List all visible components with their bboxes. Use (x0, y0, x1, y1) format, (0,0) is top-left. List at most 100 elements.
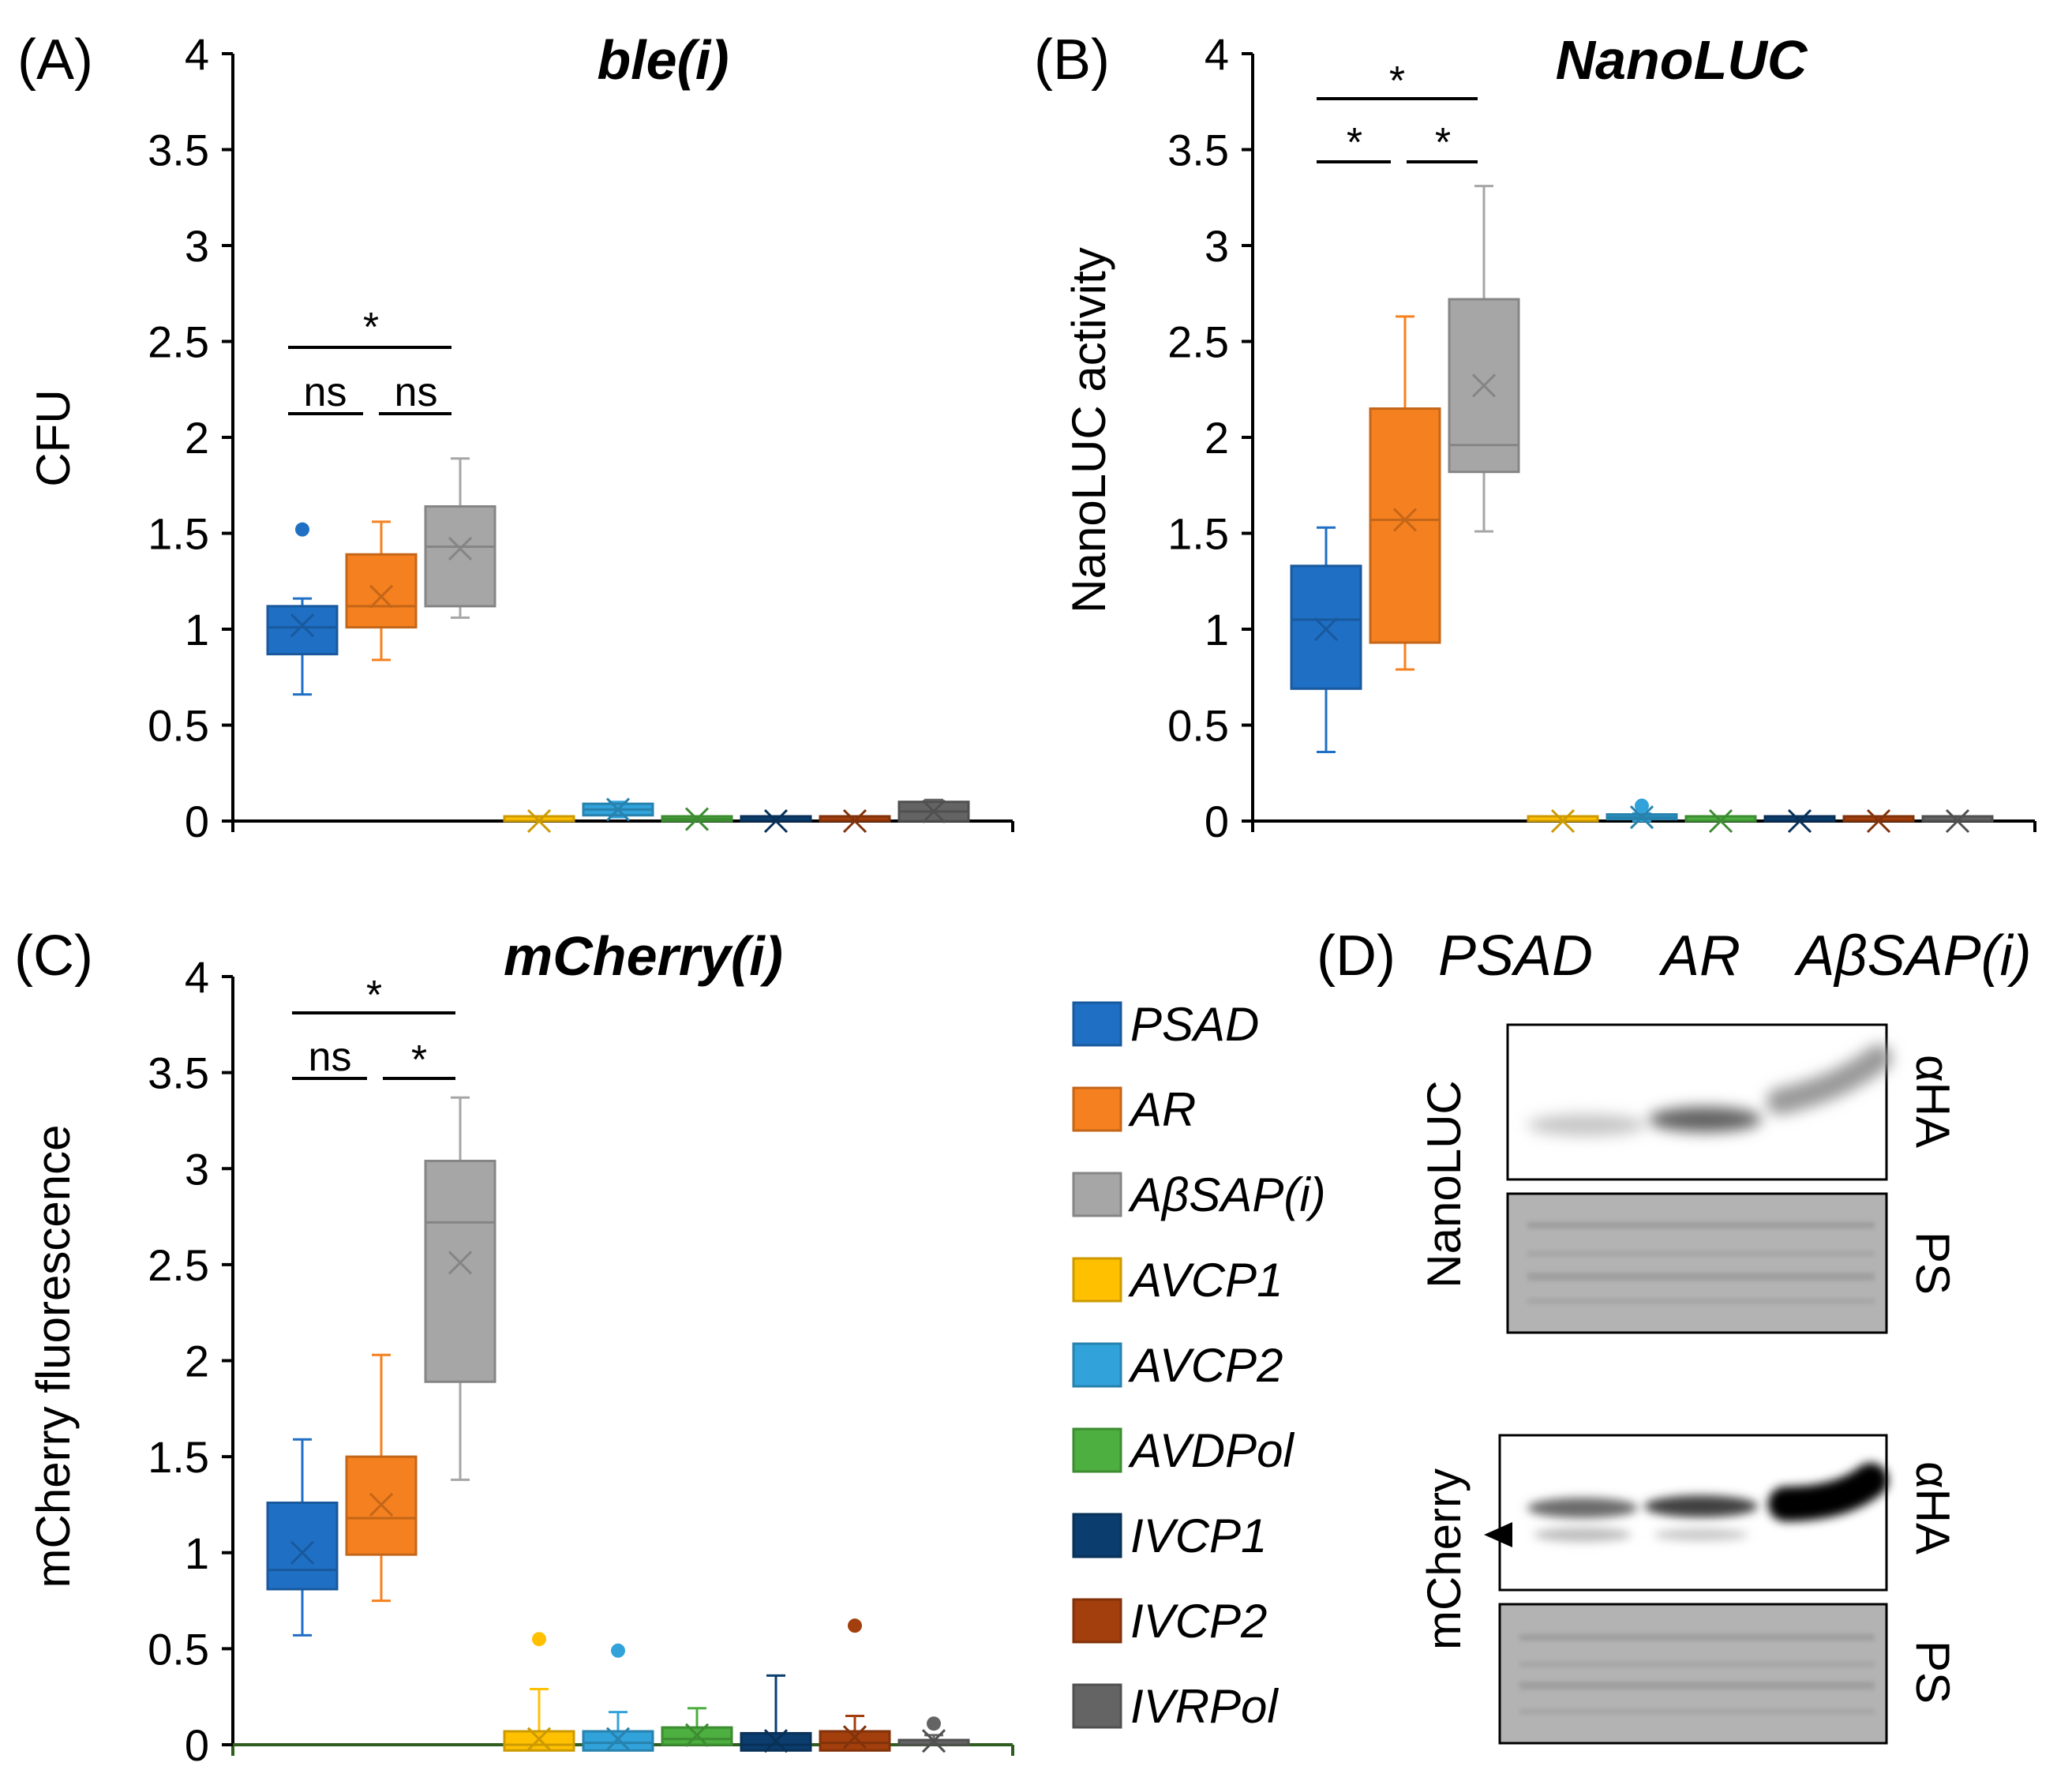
blot-band (1527, 1299, 1875, 1303)
panel-a-chart: (A) ble(i) CFU 0 0.5 1 1.5 2 2.5 3 3.5 4 * ns ns (17, 28, 1014, 846)
panel-c-title: mCherry(i) (504, 925, 783, 987)
panel-c-label: (C) (14, 924, 93, 988)
box-iqr (345, 553, 418, 629)
panel-c-significance-label: * (366, 973, 382, 1018)
legend-label: IVCP1 (1130, 1509, 1267, 1562)
legend-swatch (1072, 1598, 1122, 1644)
box-outlier (927, 1716, 941, 1731)
panel-b-box-7 (1842, 808, 1915, 834)
legend-label: IVRPol (1130, 1680, 1279, 1733)
panel-c-y-tick-label: 3 (185, 1144, 209, 1194)
panel-a-y-axis-label: CFU (27, 389, 80, 486)
box-mean-marker (1550, 808, 1576, 834)
panel-c-box-2 (424, 1096, 496, 1481)
panel-b-box-8 (1921, 808, 1994, 834)
legend-label: AVDPol (1128, 1424, 1295, 1477)
box-outlier (848, 1618, 862, 1633)
panel-a-y-tick-label: 1 (185, 605, 209, 654)
legend-swatch (1072, 1513, 1122, 1558)
panel-c-y-tick-label: 3.5 (148, 1048, 209, 1098)
panel-c-y-tick-label: 1 (185, 1528, 209, 1578)
panel-a-box-0 (266, 522, 339, 696)
box-mean-marker (1471, 373, 1497, 398)
box-mean-marker (1392, 508, 1418, 532)
panel-d-label: (D) (1317, 924, 1396, 988)
panel-a-significance-label: * (363, 305, 379, 351)
blot-mcherry-antibody-label: αHA (1906, 1461, 1959, 1554)
blot-arrowhead-icon (1484, 1522, 1512, 1547)
panel-c-y-tick-label: 0.5 (148, 1624, 209, 1674)
box-mean-marker (921, 1729, 946, 1753)
panel-b-box-5 (1684, 808, 1757, 834)
blot-mcherry-stain-label: PS (1906, 1641, 1959, 1704)
blot-row-label-mcherry: mCherry (1418, 1468, 1471, 1650)
box-mean-marker (684, 807, 710, 831)
panel-b-box-6 (1763, 808, 1836, 834)
panel-b-y-tick-label: 3.5 (1167, 126, 1229, 175)
legend-swatch (1072, 1172, 1122, 1217)
panel-b-y-tick-label: 3 (1205, 221, 1229, 271)
panel-b-significance-label: * (1347, 120, 1362, 166)
blot-mcherry-ponceau-bands (1519, 1634, 1875, 1714)
blot-band (1654, 1528, 1748, 1541)
blot-row-label-nanoluc: NanoLUC (1418, 1080, 1471, 1288)
box-mean-marker (921, 799, 946, 823)
panel-a-y-tick-label: 3.5 (148, 126, 209, 175)
panel-c-y-tick-label: 2.5 (148, 1240, 209, 1290)
box-mean-marker (842, 1725, 867, 1749)
blot-band (1519, 1709, 1875, 1714)
panel-a-title: ble(i) (597, 29, 729, 91)
panel-a-box-6 (740, 808, 812, 834)
box-iqr (345, 1455, 418, 1556)
panel-c-box-1 (345, 1353, 418, 1603)
panel-a-box-2 (424, 457, 496, 619)
panel-c-y-tick-label: 1.5 (148, 1432, 209, 1482)
box-mean-marker (1787, 808, 1812, 834)
panel-b-significance-label: * (1389, 58, 1405, 104)
panel-a-significance-label: ns (395, 369, 438, 415)
panel-a-box-1 (345, 520, 418, 662)
box-mean-marker (684, 1723, 710, 1747)
legend-label: AVCP2 (1128, 1339, 1283, 1392)
box-iqr (266, 605, 339, 656)
panel-c-significance-label: * (411, 1037, 427, 1083)
blot-mcherry-ponceau (1498, 1603, 1888, 1745)
panel-b-y-tick-label: 2 (1205, 413, 1229, 463)
box-iqr (424, 504, 496, 608)
panel-b-box-0 (1290, 526, 1362, 754)
box-mean-marker (290, 613, 315, 638)
box-mean-marker (448, 1251, 473, 1275)
panel-a-box-4 (582, 797, 654, 822)
panel-a-box-8 (897, 798, 970, 823)
panel-b-y-tick-label: 1.5 (1167, 509, 1229, 559)
panel-b-box-2 (1448, 185, 1520, 533)
box-mean-marker (1708, 808, 1733, 834)
box-iqr (1290, 564, 1362, 690)
box-outlier (295, 522, 309, 537)
legend-label: AR (1128, 1083, 1196, 1136)
box-outlier (1635, 798, 1649, 813)
box-iqr (503, 1730, 575, 1752)
panel-b-y-tick-label: 0.5 (1167, 701, 1229, 751)
panel-a-label: (A) (17, 28, 93, 92)
panel-c-significance-label: ns (309, 1034, 352, 1080)
box-mean-marker (526, 808, 552, 834)
panel-c-box-3 (503, 1632, 575, 1752)
panel-a-y-tick-label: 0.5 (148, 701, 209, 751)
blot-band (1519, 1682, 1875, 1689)
panel-c-box-0 (266, 1438, 339, 1637)
box-mean-marker (369, 1492, 394, 1517)
panel-b-significance-label: * (1435, 120, 1451, 166)
box-iqr (582, 1730, 654, 1752)
blot-nanoluc-bands (1527, 1044, 1892, 1136)
box-iqr (1369, 407, 1441, 644)
blot-nanoluc-stain-label: PS (1906, 1232, 1959, 1295)
blot-band (1767, 1044, 1892, 1115)
legend-swatch (1072, 1683, 1122, 1729)
blot-lane-label-abetasap: AβSAP(i) (1793, 924, 2031, 988)
blot-band (1648, 1107, 1762, 1132)
panel-a-y-tick-label: 3 (185, 221, 209, 271)
legend-swatch (1072, 1427, 1122, 1473)
panel-a-y-tick-label: 2.5 (148, 317, 209, 367)
